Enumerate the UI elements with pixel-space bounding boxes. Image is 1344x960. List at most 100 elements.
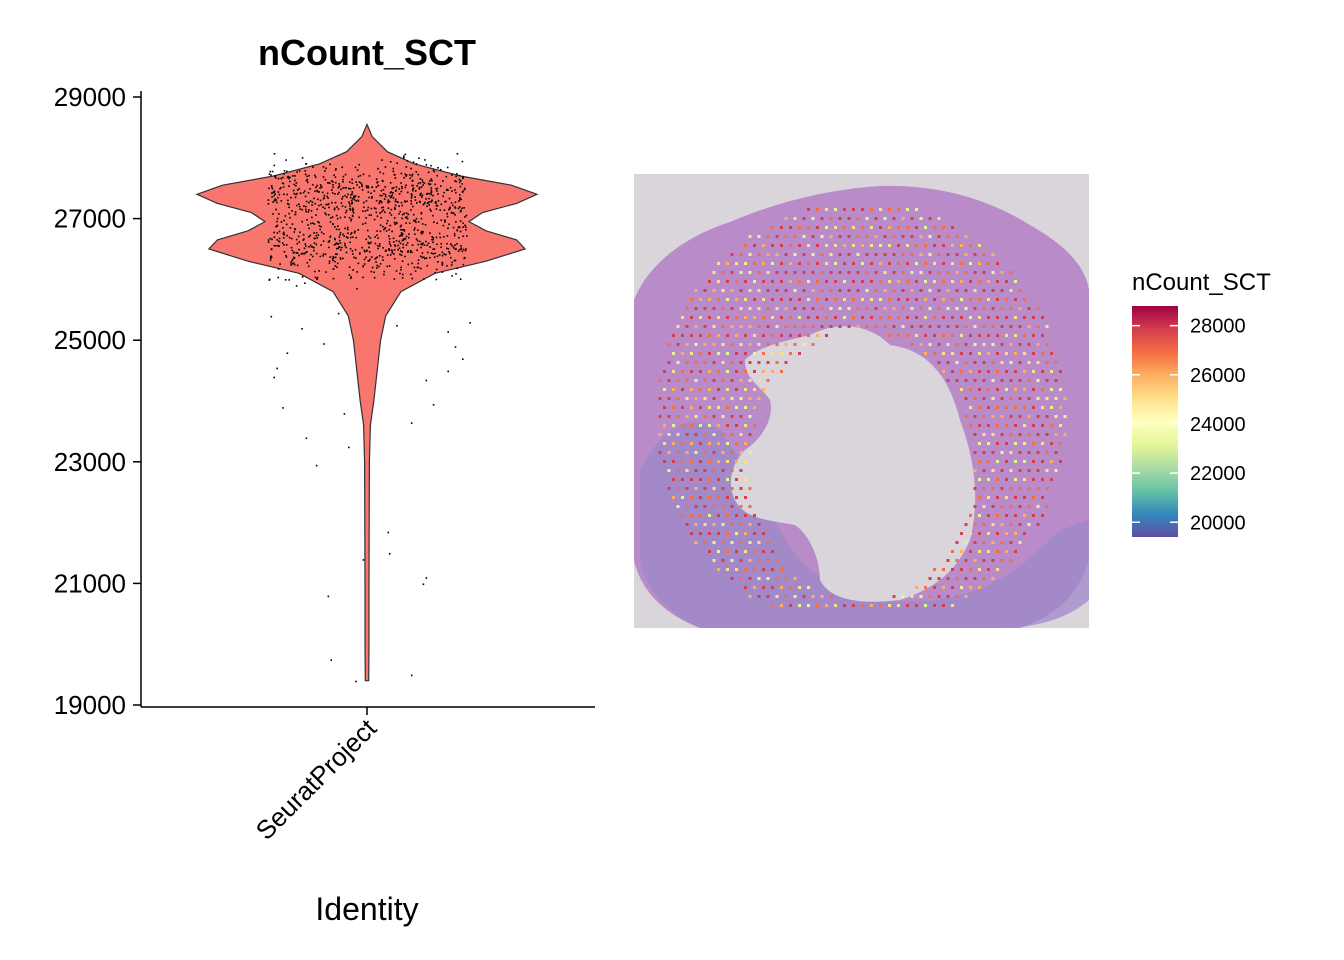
y-tick-label: 25000 — [54, 325, 126, 355]
violin-point — [352, 253, 354, 255]
violin-point — [350, 233, 352, 235]
tissue-spot — [973, 487, 977, 490]
violin-point — [368, 214, 371, 216]
tissue-spot — [730, 541, 734, 544]
violin-point — [421, 223, 424, 225]
tissue-spot — [991, 253, 995, 256]
violin-point — [276, 217, 279, 220]
tissue-spot — [1000, 451, 1004, 454]
violin-point — [438, 254, 441, 256]
tissue-spot — [987, 514, 990, 517]
violin-point — [362, 223, 364, 225]
tissue-spot — [982, 559, 986, 562]
tissue-spot — [870, 280, 873, 283]
tissue-spot — [852, 226, 855, 229]
tissue-spot — [1009, 451, 1013, 454]
tissue-spot — [946, 577, 950, 580]
tissue-spot — [807, 316, 810, 319]
tissue-spot — [1018, 361, 1022, 364]
violin-point — [309, 259, 311, 261]
tissue-spot — [1014, 298, 1017, 301]
violin-point — [278, 193, 281, 196]
violin-point — [328, 262, 331, 265]
tissue-spot — [843, 208, 846, 211]
tissue-spot — [942, 370, 945, 373]
violin-point — [370, 207, 373, 210]
tissue-spot — [681, 424, 684, 427]
tissue-spot — [730, 487, 734, 490]
tissue-spot — [658, 379, 662, 382]
tissue-spot — [717, 550, 720, 553]
violin-point — [315, 252, 318, 255]
tissue-spot — [739, 397, 743, 400]
tissue-spot — [748, 415, 752, 418]
violin-point — [393, 217, 396, 219]
violin-point — [383, 273, 385, 276]
tissue-spot — [672, 442, 675, 445]
violin-point — [348, 187, 350, 190]
tissue-spot — [744, 460, 747, 463]
tissue-spot — [982, 397, 986, 400]
violin-point — [416, 185, 418, 187]
tissue-spot — [789, 316, 792, 319]
violin-point — [439, 236, 442, 239]
violin-point — [329, 256, 332, 258]
tissue-spot — [951, 316, 954, 319]
tissue-spot — [964, 343, 968, 346]
violin-point — [435, 208, 438, 210]
violin-point — [437, 199, 440, 202]
tissue-spot — [780, 262, 783, 265]
violin-point — [404, 153, 407, 156]
violin-point — [288, 206, 290, 209]
violin-point — [349, 188, 352, 190]
tissue-spot — [1014, 406, 1017, 409]
violin-point — [411, 175, 413, 177]
tissue-spot — [748, 595, 752, 598]
violin-point — [411, 195, 413, 197]
violin-point — [336, 247, 338, 250]
violin-point — [309, 200, 312, 202]
violin-point — [375, 186, 378, 188]
violin-point — [412, 189, 414, 192]
violin-point — [294, 228, 296, 230]
violin-point — [392, 187, 395, 189]
violin-point — [291, 262, 294, 265]
violin-point — [446, 189, 448, 191]
violin-point — [334, 265, 337, 267]
tissue-spot — [960, 550, 963, 553]
y-tick-label: 19000 — [54, 690, 126, 720]
tissue-spot — [744, 550, 747, 553]
violin-point — [319, 255, 322, 258]
violin-point — [350, 218, 353, 221]
tissue-spot — [996, 514, 999, 517]
tissue-spot — [1027, 379, 1031, 382]
violin-point — [421, 232, 424, 234]
tissue-spot — [663, 424, 666, 427]
violin-point — [376, 234, 378, 236]
tissue-spot — [1005, 406, 1008, 409]
violin-point — [425, 577, 428, 579]
violin-point — [343, 235, 345, 237]
violin-point — [378, 201, 381, 203]
violin-point — [344, 194, 346, 197]
violin-point — [388, 248, 390, 250]
violin-point — [280, 200, 283, 202]
violin-point — [410, 202, 413, 205]
violin-point — [363, 201, 365, 204]
tissue-spot — [1014, 478, 1017, 481]
tissue-spot — [726, 406, 729, 409]
violin-point — [305, 208, 307, 211]
violin-point — [324, 178, 327, 181]
tissue-spot — [690, 370, 693, 373]
tissue-spot — [676, 397, 680, 400]
tissue-spot — [870, 604, 873, 607]
violin-point — [308, 235, 310, 238]
violin-point — [283, 244, 285, 246]
tissue-spot — [897, 208, 900, 211]
violin-point — [405, 215, 408, 218]
violin-point — [289, 216, 291, 219]
violin-point — [393, 249, 396, 251]
tissue-spot — [1009, 505, 1013, 508]
tissue-spot — [991, 379, 995, 382]
